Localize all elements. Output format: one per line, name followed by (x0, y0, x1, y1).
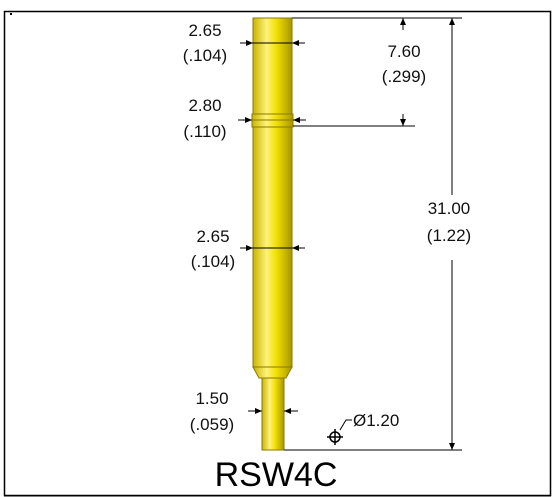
mount-hole-label: Ø1.20 (353, 411, 399, 430)
pin-taper (252, 366, 293, 379)
tip-diameter-inch: (.059) (190, 415, 234, 434)
ring-position-mm: 7.60 (387, 42, 420, 61)
ring-diameter-inch: (.110) (183, 122, 226, 141)
pin-barrel (252, 126, 293, 368)
overall-length-inch: (1.22) (427, 226, 471, 245)
top-diameter-inch: (.104) (183, 46, 227, 65)
pin-top-section (252, 17, 293, 115)
barrel-diameter-inch: (.104) (191, 252, 235, 271)
tip-diameter-mm: 1.50 (195, 389, 228, 408)
overall-length-dimension (284, 17, 462, 451)
ring-diameter-mm: 2.80 (188, 96, 221, 115)
pin-tip (261, 377, 285, 451)
ring-position-dimension (292, 17, 415, 127)
top-diameter-mm: 2.65 (188, 21, 221, 40)
ring-position-inch: (.299) (382, 67, 426, 86)
corner-mark (10, 13, 12, 15)
part-number: RSW4C (215, 456, 338, 494)
probe-pin (251, 17, 294, 451)
barrel-diameter-mm: 2.65 (196, 227, 229, 246)
overall-length-mm: 31.00 (428, 199, 471, 218)
mount-hole-symbol (327, 419, 352, 445)
